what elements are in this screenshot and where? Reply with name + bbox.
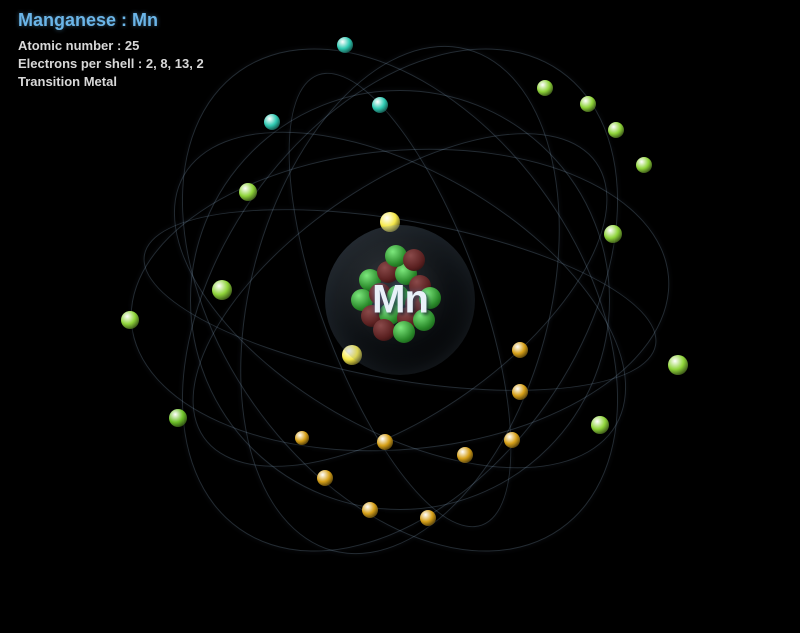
electrons-per-shell: Electrons per shell : 2, 8, 13, 2 [18, 55, 204, 73]
neutron [403, 249, 425, 271]
electron [377, 434, 393, 450]
element-symbol: Mn [372, 278, 428, 323]
electron [504, 432, 520, 448]
element-title: Manganese : Mn [18, 10, 204, 31]
electron [264, 114, 280, 130]
info-panel: Manganese : Mn Atomic number : 25 Electr… [18, 10, 204, 92]
electron [537, 80, 553, 96]
electron [608, 122, 624, 138]
atomic-number: Atomic number : 25 [18, 37, 204, 55]
electron [580, 96, 596, 112]
electron [317, 470, 333, 486]
electron [420, 510, 436, 526]
element-category: Transition Metal [18, 73, 204, 91]
proton [393, 321, 415, 343]
electron [362, 502, 378, 518]
electron [668, 355, 688, 375]
electron [512, 342, 528, 358]
electron [591, 416, 609, 434]
electron [636, 157, 652, 173]
electron [512, 384, 528, 400]
electron [372, 97, 388, 113]
electron [604, 225, 622, 243]
electron [121, 311, 139, 329]
electron [337, 37, 353, 53]
electron [239, 183, 257, 201]
electron [295, 431, 309, 445]
electron [457, 447, 473, 463]
electron [169, 409, 187, 427]
electron [212, 280, 232, 300]
